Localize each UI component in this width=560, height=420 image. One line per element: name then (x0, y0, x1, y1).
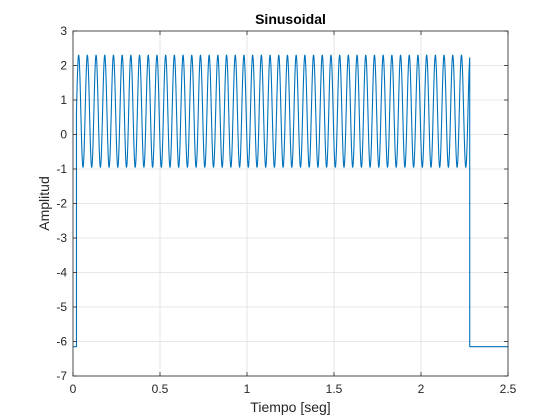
y-tick-label: -7 (56, 369, 67, 383)
x-axis-label: Tiempo [seg] (250, 399, 330, 415)
y-axis-label: Amplitud (36, 176, 52, 230)
x-tick-labels: 0 0.5 1 1.5 2 2.5 (70, 382, 517, 396)
y-tick-labels: 3 2 1 0 -1 -2 -3 -4 -5 -6 -7 (56, 24, 67, 383)
chart-title: Sinusoidal (255, 11, 326, 27)
x-tick-label: 1.5 (326, 382, 343, 396)
y-tick-label: -6 (56, 335, 67, 349)
x-tick-label: 2.5 (500, 382, 517, 396)
y-tick-label: -2 (56, 197, 67, 211)
y-tick-label: 0 (60, 128, 67, 142)
x-tick-label: 2 (418, 382, 425, 396)
y-tick-label: -5 (56, 300, 67, 314)
series-layer (73, 54, 508, 348)
y-tick-label: 3 (60, 24, 67, 38)
x-tick-label: 1 (244, 382, 251, 396)
y-tick-label: -4 (56, 266, 67, 280)
y-tick-label: -3 (56, 231, 67, 245)
y-tick-label: 2 (60, 59, 67, 73)
ticks (72, 30, 509, 377)
x-tick-label: 0 (70, 382, 77, 396)
x-tick-label: 0.5 (152, 382, 169, 396)
series-line-sinusoid (73, 54, 508, 348)
y-tick-label: 1 (60, 93, 67, 107)
y-tick-label: -1 (56, 162, 67, 176)
